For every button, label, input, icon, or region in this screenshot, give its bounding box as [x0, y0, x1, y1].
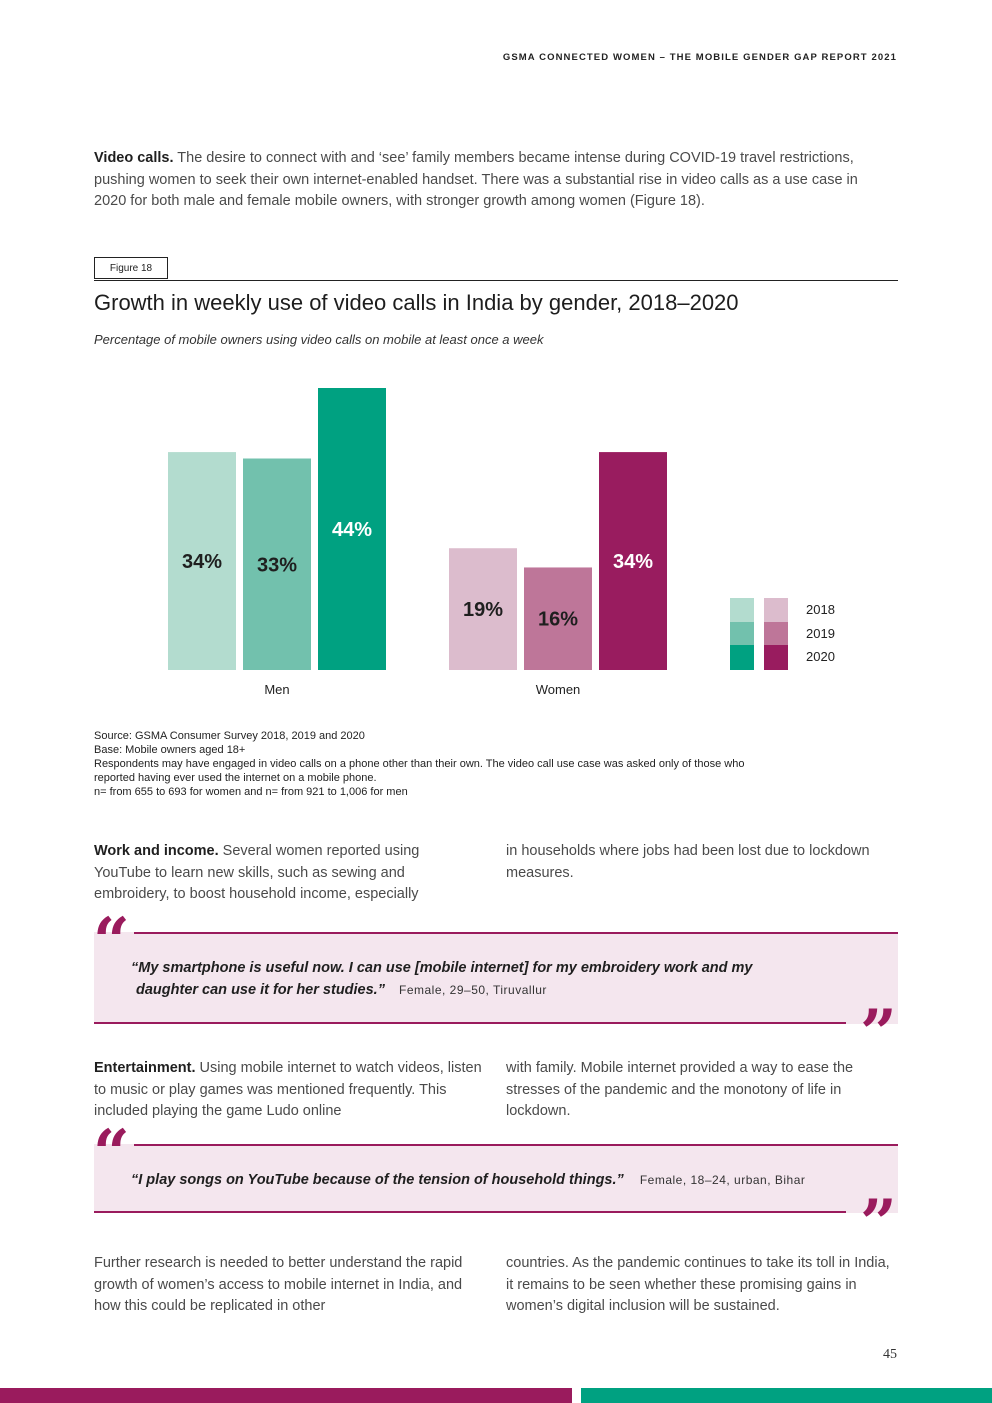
open-quote-icon: “: [93, 1116, 130, 1191]
bar-women-2018: [449, 548, 517, 670]
legend-swatch-women-2020: [764, 645, 788, 670]
quote-1-bottom-rule: [94, 1022, 846, 1024]
entertainment-lead: Entertainment.: [94, 1060, 196, 1076]
work-lead: Work and income.: [94, 843, 219, 859]
bar-men-2019: [243, 458, 311, 670]
report-header: GSMA CONNECTED WOMEN – THE MOBILE GENDER…: [502, 52, 897, 63]
sample-note: n= from 655 to 693 for women and n= from…: [94, 786, 408, 798]
intro-text: The desire to connect with and ‘see’ fam…: [94, 150, 858, 209]
quote-2-attribution: Female, 18–24, urban, Bihar: [639, 1173, 806, 1187]
quote-2-text: “I play songs on YouTube because of the …: [131, 1172, 624, 1188]
bar-men-2018: [168, 452, 236, 670]
quote-1-line-1: “My smartphone is useful now. I can use …: [131, 960, 753, 976]
work-text-1: Several women reported using YouTube to …: [94, 843, 420, 902]
intro-paragraph: Video calls. The desire to connect with …: [94, 148, 894, 213]
figure-rule: [94, 280, 898, 281]
close-quote-icon: ”: [860, 996, 897, 1071]
figure-notes: Source: GSMA Consumer Survey 2018, 2019 …: [94, 729, 894, 799]
category-label-men: Men: [264, 682, 289, 697]
work-column-2: in households where jobs had been lost d…: [506, 843, 870, 881]
bar-label-women-2019: 16%: [538, 609, 578, 631]
closing-column-1: Further research is needed to better und…: [94, 1255, 463, 1314]
legend-swatch-men-2018: [730, 598, 754, 622]
legend-swatch-women-2019: [764, 622, 788, 645]
page-number: 45: [883, 1347, 897, 1362]
source-note: Source: GSMA Consumer Survey 2018, 2019 …: [94, 730, 365, 742]
footer-bar-green: [581, 1388, 992, 1403]
legend-swatch-men-2020: [730, 645, 754, 670]
quote-1-line-2-text: daughter can use it for her studies.”: [136, 982, 385, 998]
entertainment-column-2: with family. Mobile internet provided a …: [506, 1060, 854, 1119]
open-quote-icon: “: [93, 904, 130, 979]
legend-swatch-women-2018: [764, 598, 788, 622]
figure-subtitle: Percentage of mobile owners using video …: [94, 332, 544, 347]
bar-label-men-2020: 44%: [332, 519, 372, 541]
quote-2-bottom-rule: [94, 1211, 846, 1213]
entertainment-text-1: Using mobile internet to watch videos, l…: [94, 1060, 482, 1119]
bar-label-men-2019: 33%: [257, 554, 297, 576]
quote-box-2: “I play songs on YouTube because of the …: [94, 1144, 898, 1213]
respondent-note-1: Respondents may have engaged in video ca…: [94, 758, 745, 770]
respondent-note-2: reported having ever used the internet o…: [94, 772, 377, 784]
video-calls-bar-chart: 34% 33% 44% Men 19% 16% 34% Women 2018 2019 2020: [168, 388, 835, 697]
intro-lead: Video calls.: [94, 150, 174, 166]
close-quote-icon: ”: [860, 1186, 897, 1261]
bar-label-women-2020: 34%: [613, 551, 653, 573]
bar-label-men-2018: 34%: [182, 551, 222, 573]
quote-1-attribution: Female, 29–50, Tiruvallur: [399, 983, 547, 997]
quote-1-line-2: daughter can use it for her studies.” Fe…: [136, 979, 547, 1001]
quote-2-top-rule: [134, 1144, 898, 1146]
legend-label-2018: 2018: [806, 602, 835, 617]
legend-label-2019: 2019: [806, 626, 835, 641]
quote-1-top-rule: [134, 932, 898, 934]
quote-2-line: “I play songs on YouTube because of the …: [131, 1169, 805, 1191]
work-column-1: Work and income. Several women reported …: [94, 841, 469, 906]
bar-women-2020: [599, 452, 667, 670]
bar-label-women-2018: 19%: [463, 599, 503, 621]
closing-column-2: countries. As the pandemic continues to …: [506, 1255, 890, 1314]
bar-women-2019: [524, 567, 592, 670]
legend-swatch-men-2019: [730, 622, 754, 645]
category-label-women: Women: [536, 682, 581, 697]
base-note: Base: Mobile owners aged 18+: [94, 744, 246, 756]
quote-box-1: “My smartphone is useful now. I can use …: [94, 932, 898, 1024]
footer-bar-magenta: [0, 1388, 572, 1403]
entertainment-column-1: Entertainment. Using mobile internet to …: [94, 1058, 484, 1123]
figure-title: Growth in weekly use of video calls in I…: [94, 290, 739, 315]
figure-tag: Figure 18: [94, 257, 168, 279]
legend-label-2020: 2020: [806, 649, 835, 664]
bar-men-2020: [318, 388, 386, 670]
